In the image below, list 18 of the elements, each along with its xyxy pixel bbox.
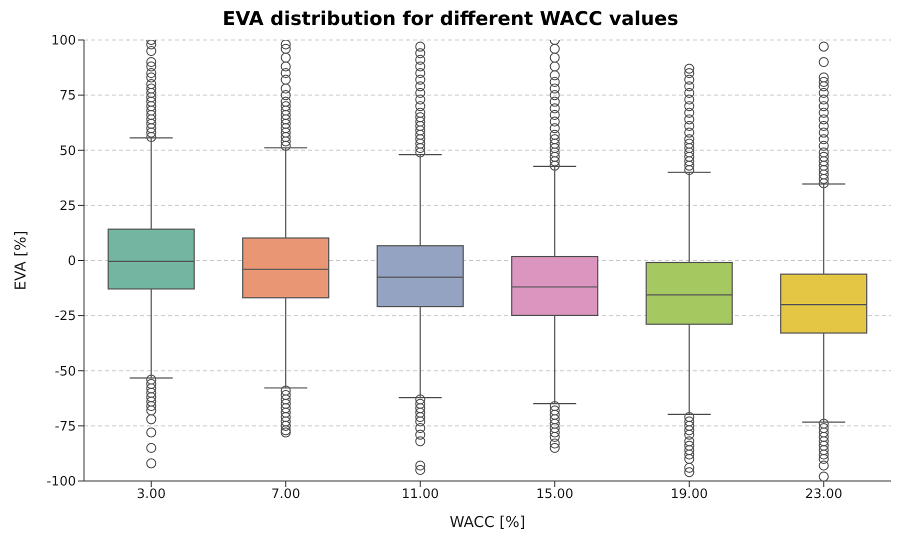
- x-tick-label: 15.00: [536, 487, 574, 502]
- y-tick-label: 25: [59, 198, 76, 214]
- y-tick-label: 50: [59, 144, 76, 159]
- y-axis-title: EVA [%]: [11, 230, 30, 290]
- x-tick-label: 19.00: [670, 487, 708, 502]
- y-tick-label: 100: [51, 34, 76, 49]
- y-tick-label: -50: [54, 364, 76, 380]
- chart-title: EVA distribution for different WACC values: [222, 8, 680, 32]
- y-tick-label: -75: [54, 419, 76, 434]
- x-tick-label: 11.00: [402, 487, 439, 502]
- y-tick-label: -25: [54, 309, 76, 324]
- x-tick-label: 7.00: [271, 487, 300, 502]
- y-tick-label: 75: [59, 88, 76, 104]
- y-tick-label: -100: [46, 474, 76, 490]
- x-tick-label: 23.00: [805, 487, 842, 502]
- y-tick-label: 0: [68, 254, 76, 270]
- x-axis-title: WACC [%]: [450, 513, 526, 531]
- x-tick-label: 3.00: [136, 487, 166, 502]
